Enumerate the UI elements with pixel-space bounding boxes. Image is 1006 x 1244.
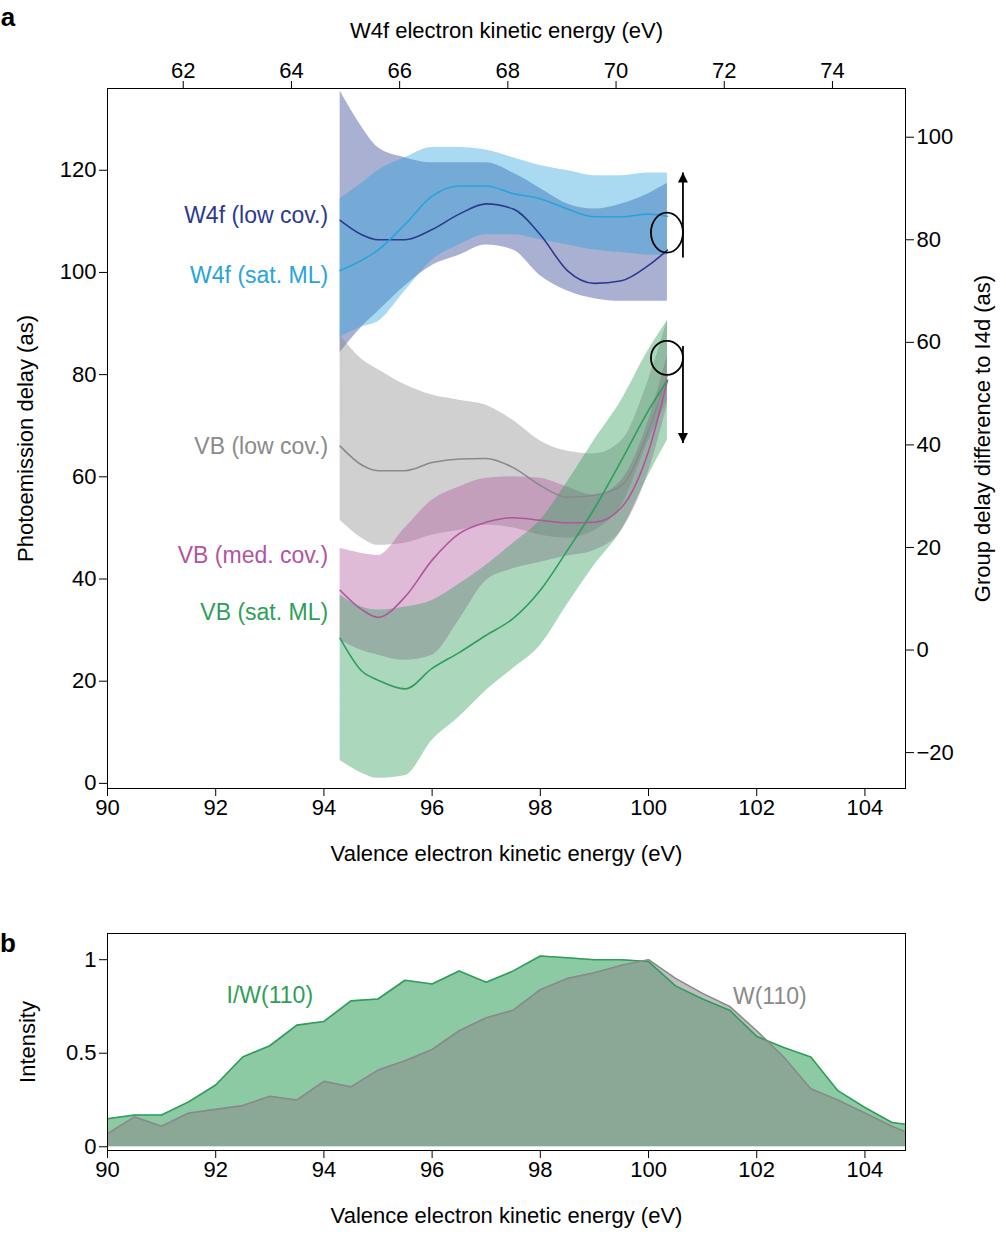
- svg-text:Group delay difference to I4d: Group delay difference to I4d (as): [970, 275, 995, 602]
- svg-text:W4f (low cov.): W4f (low cov.): [184, 202, 328, 228]
- svg-text:90: 90: [95, 1157, 119, 1182]
- svg-text:Valence electron kinetic energ: Valence electron kinetic energy (eV): [331, 841, 683, 866]
- svg-text:b: b: [0, 928, 16, 958]
- svg-text:92: 92: [203, 795, 227, 820]
- svg-text:102: 102: [738, 1157, 775, 1182]
- svg-text:1: 1: [84, 947, 96, 972]
- svg-text:0: 0: [917, 637, 929, 662]
- svg-text:VB (low cov.): VB (low cov.): [194, 433, 328, 459]
- svg-text:W(110): W(110): [733, 983, 807, 1009]
- svg-text:I/W(110): I/W(110): [227, 982, 313, 1008]
- svg-text:102: 102: [738, 795, 775, 820]
- svg-text:W4f (sat. ML): W4f (sat. ML): [190, 262, 328, 288]
- svg-text:104: 104: [847, 1157, 884, 1182]
- svg-text:100: 100: [917, 124, 954, 149]
- svg-text:0: 0: [84, 1134, 96, 1159]
- svg-text:20: 20: [917, 535, 941, 560]
- svg-text:80: 80: [917, 227, 941, 252]
- svg-text:Photoemission delay (as): Photoemission delay (as): [13, 315, 38, 562]
- svg-text:98: 98: [528, 1157, 552, 1182]
- svg-text:68: 68: [496, 58, 520, 83]
- svg-text:90: 90: [95, 795, 119, 820]
- svg-text:100: 100: [630, 1157, 667, 1182]
- svg-text:a: a: [1, 2, 16, 32]
- svg-text:40: 40: [917, 432, 941, 457]
- svg-text:80: 80: [72, 362, 96, 387]
- svg-text:0: 0: [84, 770, 96, 795]
- svg-text:0.5: 0.5: [66, 1040, 97, 1065]
- svg-text:62: 62: [171, 58, 195, 83]
- svg-text:94: 94: [312, 795, 336, 820]
- svg-text:98: 98: [528, 795, 552, 820]
- svg-text:40: 40: [72, 566, 96, 591]
- svg-text:20: 20: [72, 668, 96, 693]
- svg-text:−20: −20: [917, 740, 954, 765]
- svg-text:92: 92: [203, 1157, 227, 1182]
- svg-text:104: 104: [847, 795, 884, 820]
- svg-text:VB (sat. ML): VB (sat. ML): [200, 599, 328, 625]
- svg-text:94: 94: [312, 1157, 336, 1182]
- svg-text:VB (med. cov.): VB (med. cov.): [178, 542, 328, 568]
- svg-text:74: 74: [820, 58, 844, 83]
- svg-text:60: 60: [917, 329, 941, 354]
- svg-text:64: 64: [279, 58, 303, 83]
- svg-text:Valence electron kinetic energ: Valence electron kinetic energy (eV): [331, 1203, 683, 1228]
- svg-text:96: 96: [420, 1157, 444, 1182]
- svg-text:96: 96: [420, 795, 444, 820]
- svg-text:120: 120: [60, 157, 97, 182]
- svg-text:72: 72: [712, 58, 736, 83]
- svg-text:70: 70: [604, 58, 628, 83]
- svg-text:W4f electron kinetic energy (e: W4f electron kinetic energy (eV): [350, 18, 663, 43]
- svg-text:100: 100: [60, 259, 97, 284]
- svg-text:100: 100: [630, 795, 667, 820]
- svg-text:60: 60: [72, 464, 96, 489]
- svg-text:Intensity: Intensity: [15, 1001, 40, 1083]
- svg-text:66: 66: [387, 58, 411, 83]
